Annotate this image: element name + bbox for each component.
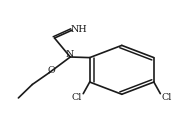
Text: Cl: Cl xyxy=(162,93,172,102)
Text: NH: NH xyxy=(71,25,87,34)
Text: Cl: Cl xyxy=(72,93,82,102)
Text: N: N xyxy=(65,50,74,59)
Text: O: O xyxy=(48,66,55,75)
